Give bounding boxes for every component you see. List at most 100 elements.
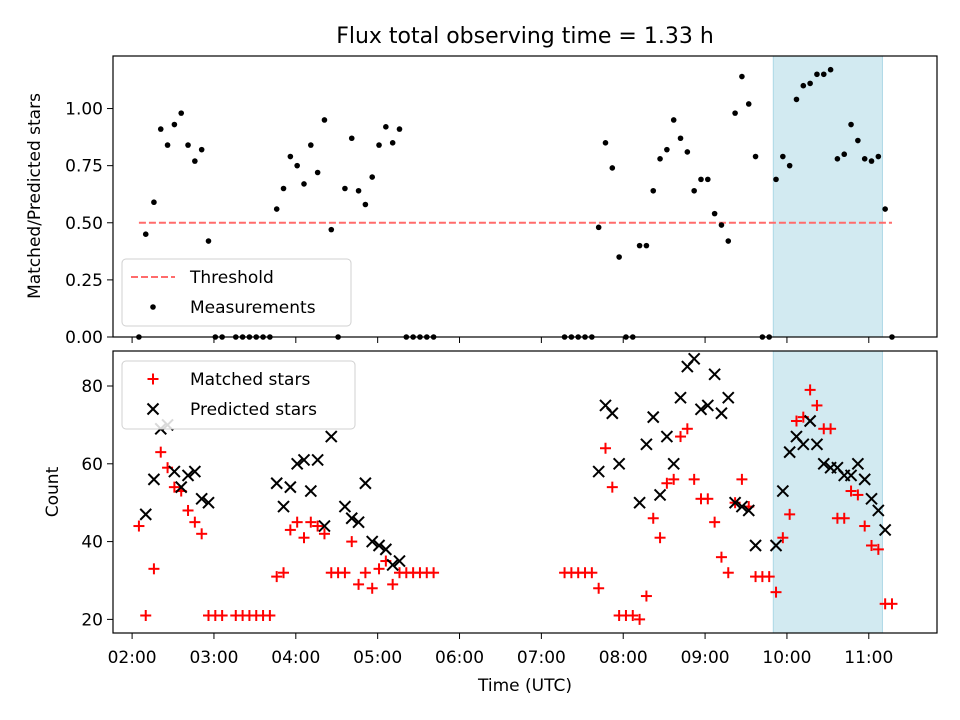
- matched-star-point: [264, 609, 276, 621]
- matched-star-point: [133, 520, 145, 532]
- measurement-point: [185, 142, 191, 148]
- predicted-star-point-b: [195, 492, 208, 506]
- predicted-star-point: [660, 430, 674, 443]
- measurement-point: [780, 153, 786, 160]
- measurement-point: [171, 121, 178, 128]
- predicted-star-point: [844, 469, 858, 482]
- predicted-star-point: [325, 430, 338, 443]
- measurement-point: [369, 174, 376, 180]
- measurement-point: [868, 158, 875, 164]
- y-tick-label: 0.00: [65, 328, 103, 348]
- matched-star-point: [339, 567, 351, 579]
- measurement-point: [376, 142, 382, 148]
- matched-star-point: [284, 524, 296, 536]
- measurement-point: [739, 73, 745, 80]
- ratio-axes-frame: [112, 55, 938, 338]
- matched-star-point: [859, 520, 871, 532]
- matched-star-point: [155, 446, 167, 458]
- matched-star-point: [291, 516, 303, 528]
- predicted-star-point-b: [708, 368, 721, 381]
- matched-star-point: [634, 613, 646, 625]
- predicted-star-point: [797, 438, 810, 451]
- predicted-star-point: [297, 453, 311, 467]
- measurement-point: [745, 101, 752, 107]
- measurement-point: [718, 222, 725, 228]
- predicted-star-point: [290, 457, 304, 471]
- predicted-star-point-b: [817, 457, 830, 471]
- matched-star-point: [189, 516, 201, 528]
- count-y-ticks: 20 40 60 80: [81, 377, 113, 630]
- predicted-star-point-b: [735, 500, 749, 513]
- measurement-point: [786, 162, 793, 169]
- legend-predicted-marker: [146, 402, 160, 416]
- predicted-star-point: [708, 368, 721, 381]
- predicted-star-point: [139, 508, 152, 521]
- x-tick-label: 10:00: [762, 648, 811, 668]
- predicted-star-point: [728, 496, 742, 509]
- predicted-star-point-b: [599, 399, 612, 412]
- predicted-star-point: [633, 496, 646, 509]
- measurement-point: [396, 126, 403, 132]
- y-tick-label: 60: [81, 455, 103, 475]
- predicted-star-point: [147, 473, 161, 486]
- measurement-point: [698, 176, 704, 183]
- predicted-star-point-b: [701, 399, 715, 412]
- y-tick-label: 80: [81, 377, 103, 397]
- predicted-star-point-b: [722, 391, 735, 404]
- predicted-star-point-b: [202, 496, 215, 509]
- measurement-point: [650, 187, 657, 194]
- predicted-star-point: [393, 554, 406, 568]
- predicted-star-point-b: [304, 484, 318, 498]
- measurement-point: [670, 117, 677, 123]
- matched-star-point: [606, 481, 618, 493]
- measurement-point: [800, 82, 807, 89]
- predicted-star-point: [742, 504, 755, 517]
- predicted-star-point-b: [365, 535, 379, 548]
- measurement-point: [793, 96, 800, 103]
- measurement-point: [814, 71, 820, 78]
- predicted-star-point: [647, 410, 660, 424]
- matched-star-point: [428, 567, 440, 579]
- measurement-point: [616, 254, 622, 260]
- measurement-point: [643, 242, 650, 249]
- measurement-point: [636, 242, 643, 249]
- y-tick-label: 40: [81, 533, 103, 553]
- predicted-star-point: [640, 438, 653, 451]
- predicted-star-point-b: [715, 407, 728, 420]
- measurement-point: [192, 158, 198, 164]
- measurement-point: [164, 142, 171, 148]
- predicted-star-point-b: [297, 453, 311, 467]
- x-tick-label: 02:00: [108, 648, 157, 668]
- measurement-point: [273, 206, 280, 212]
- predicted-star-point: [359, 477, 372, 490]
- predicted-star-point-b: [592, 465, 605, 478]
- matched-star-point: [702, 493, 714, 505]
- predicted-star-point: [803, 414, 817, 428]
- predicted-star-point: [851, 457, 865, 471]
- predicted-star-point-b: [325, 430, 338, 443]
- matched-star-point: [278, 567, 290, 579]
- y-tick-label: 1.00: [65, 100, 103, 120]
- matched-star-point: [845, 485, 857, 497]
- matched-star-point: [777, 532, 789, 544]
- legend-measurements-swatch: [150, 304, 156, 310]
- predicted-star-point-b: [667, 457, 680, 471]
- predicted-star-point-b: [660, 430, 674, 443]
- predicted-star-point: [592, 465, 605, 478]
- predicted-star-point-b: [277, 500, 290, 513]
- predicted-star-point: [674, 391, 687, 404]
- predicted-star-point-b: [352, 515, 365, 529]
- predicted-star-point-b: [147, 473, 161, 486]
- matched-star-point: [305, 516, 317, 528]
- predicted-star-point-b: [810, 438, 824, 451]
- measurement-point: [294, 162, 300, 169]
- matched-star-point: [661, 477, 673, 489]
- predicted-star-point-b: [749, 539, 762, 552]
- predicted-star-point: [810, 438, 824, 451]
- predicted-star-point: [701, 399, 715, 412]
- highlight-span-rect: [772, 55, 883, 338]
- predicted-star-point-b: [168, 465, 181, 478]
- legend-matched-marker: [147, 373, 159, 385]
- predicted-star-point-b: [653, 488, 667, 502]
